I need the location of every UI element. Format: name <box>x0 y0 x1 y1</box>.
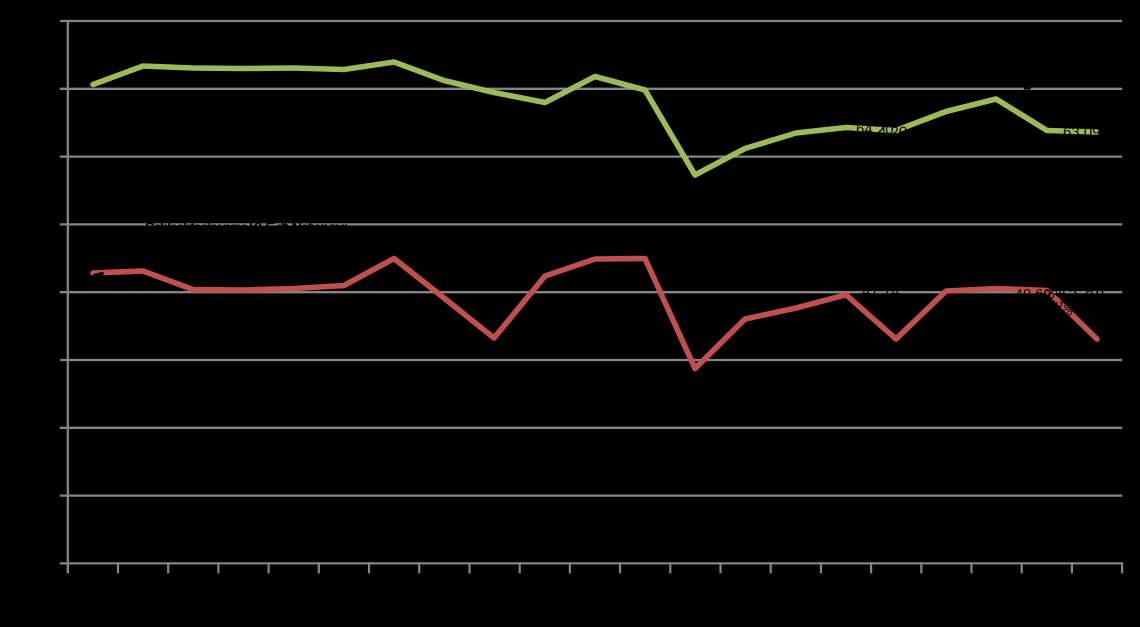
svg-text:66,43: 66,43 <box>1008 74 1046 91</box>
svg-text:63,09: 63,09 <box>1063 124 1101 141</box>
svg-text:4,20: 4,20 <box>878 124 907 141</box>
svg-text:45,86: 45,86 <box>1058 284 1104 301</box>
svg-text:Schlachtschweine Kl. E dt. Not: Schlachtschweine Kl. E dt. Notierung <box>145 220 348 237</box>
svg-text:64,20: 64,20 <box>856 121 894 138</box>
svg-text:47,74: 47,74 <box>862 284 900 301</box>
svg-text:49,60: 49,60 <box>1015 287 1051 303</box>
